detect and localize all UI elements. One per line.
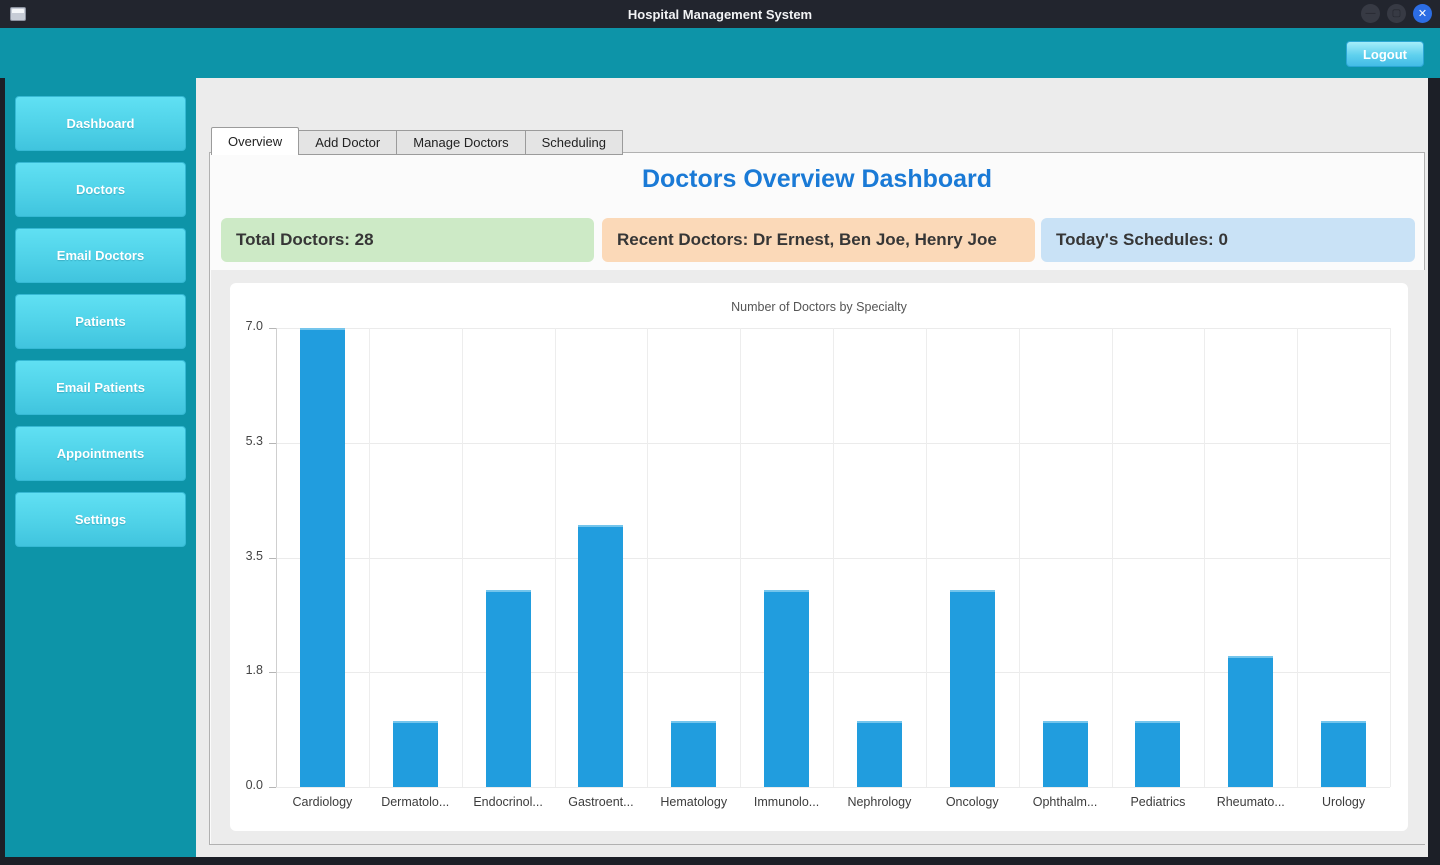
app-window-icon: [10, 7, 26, 21]
chart-title: Number of Doctors by Specialty: [731, 300, 907, 314]
gridline-v: [461, 328, 463, 787]
spine-left: [276, 328, 277, 787]
tab-overview[interactable]: Overview: [211, 127, 300, 155]
bar: [671, 721, 717, 787]
maximize-icon: ▢: [1391, 8, 1402, 19]
xtick-label: Endocrinol...: [473, 795, 543, 809]
ytick-label: 5.3: [245, 433, 263, 448]
xtick-label: Nephrology: [847, 795, 912, 809]
xtick-label: Ophthalm...: [1032, 795, 1098, 809]
sidebar-item-dashboard[interactable]: Dashboard: [15, 96, 186, 151]
sidebar-item-doctors[interactable]: Doctors: [15, 162, 186, 217]
bar: [485, 590, 531, 787]
sidebar: Dashboard Doctors Email Doctors Patients…: [5, 78, 196, 857]
gridline-v: [647, 328, 649, 787]
tab-bar: Overview Add Doctor Manage Doctors Sched…: [211, 127, 623, 155]
tab-manage-doctors[interactable]: Manage Doctors: [397, 130, 526, 155]
gridline-v: [833, 328, 834, 787]
main-content: Overview Add Doctor Manage Doctors Sched…: [196, 78, 1428, 857]
xtick-label: Immunolo...: [753, 795, 820, 809]
ytick-label: 0.0: [245, 778, 263, 792]
gridline-v: [554, 328, 556, 787]
gridline-v: [1390, 328, 1391, 787]
close-button[interactable]: ✕: [1413, 4, 1432, 23]
maximize-button[interactable]: ▢: [1387, 4, 1406, 23]
sidebar-item-email-doctors[interactable]: Email Doctors: [15, 228, 186, 283]
bar: [1228, 655, 1274, 787]
xtick-label: Cardiology: [292, 795, 353, 809]
recent-doctors-card: Recent Doctors: Dr Ernest, Ben Joe, Henr…: [602, 218, 1035, 262]
bar: [392, 721, 438, 787]
gridline-v: [368, 328, 370, 787]
gridline-v: [925, 328, 927, 787]
overview-panel: Doctors Overview Dashboard Total Doctors…: [209, 152, 1425, 845]
sidebar-item-patients[interactable]: Patients: [15, 294, 186, 349]
total-doctors-card: Total Doctors: 28: [221, 218, 594, 262]
gridline-v: [1018, 328, 1020, 787]
xtick-label: Rheumato...: [1216, 795, 1285, 809]
close-icon: ✕: [1417, 8, 1428, 20]
window-border-left: [0, 78, 5, 857]
ytick-mark: [269, 557, 276, 559]
bar: [578, 524, 624, 787]
bar: [1135, 721, 1181, 787]
ytick-label: 1.8: [245, 663, 263, 678]
xtick-label: Gastroent...: [568, 795, 634, 809]
sidebar-item-appointments[interactable]: Appointments: [15, 426, 186, 481]
bar: [764, 590, 810, 787]
gridline-v: [1204, 328, 1206, 787]
xtick-label: Urology: [1322, 795, 1366, 809]
bar: [1321, 721, 1367, 787]
logout-button[interactable]: Logout: [1346, 41, 1424, 67]
ytick-label: 3.5: [245, 548, 263, 563]
ytick-mark: [269, 672, 276, 674]
bar: [856, 721, 902, 787]
bar: [299, 328, 345, 787]
page-title: Doctors Overview Dashboard: [641, 165, 993, 193]
top-header-bar: Logout: [0, 28, 1440, 78]
xtick-label: Hematology: [660, 795, 728, 809]
window-border-bottom: [0, 857, 1440, 865]
gridline-v: [1111, 328, 1113, 787]
tab-scheduling[interactable]: Scheduling: [525, 130, 623, 155]
xtick-label: Dermatolo...: [381, 795, 450, 809]
titlebar: Hospital Management System — ▢ ✕: [0, 0, 1440, 28]
window-title: Hospital Management System: [627, 6, 813, 22]
ytick-mark: [269, 328, 276, 329]
sidebar-item-email-patients[interactable]: Email Patients: [15, 360, 186, 415]
ytick-mark: [269, 787, 276, 788]
bar-chart: Number of Doctors by Specialty 0.0 1.8 3.5…: [230, 283, 1408, 831]
xtick-label: Oncology: [945, 795, 999, 809]
window-controls: — ▢ ✕: [1361, 4, 1432, 23]
bar: [949, 590, 995, 787]
gridline-v: [1297, 328, 1299, 787]
gridline-h: [276, 787, 1390, 788]
xtick-label: Pediatrics: [1130, 795, 1186, 809]
tab-add-doctor[interactable]: Add Doctor: [299, 130, 398, 155]
sidebar-item-settings[interactable]: Settings: [15, 492, 186, 547]
todays-schedules-card: Today's Schedules: 0: [1041, 218, 1415, 262]
ytick-label: 7.0: [245, 319, 263, 333]
bar: [1042, 721, 1088, 787]
minimize-button[interactable]: —: [1361, 4, 1380, 23]
minimize-icon: —: [1365, 8, 1376, 19]
ytick-mark: [269, 442, 276, 444]
chart-section: Number of Doctors by Specialty 0.0 1.8 3.5…: [211, 270, 1425, 844]
gridline-v: [740, 328, 742, 787]
window-border-right: [1428, 78, 1440, 857]
